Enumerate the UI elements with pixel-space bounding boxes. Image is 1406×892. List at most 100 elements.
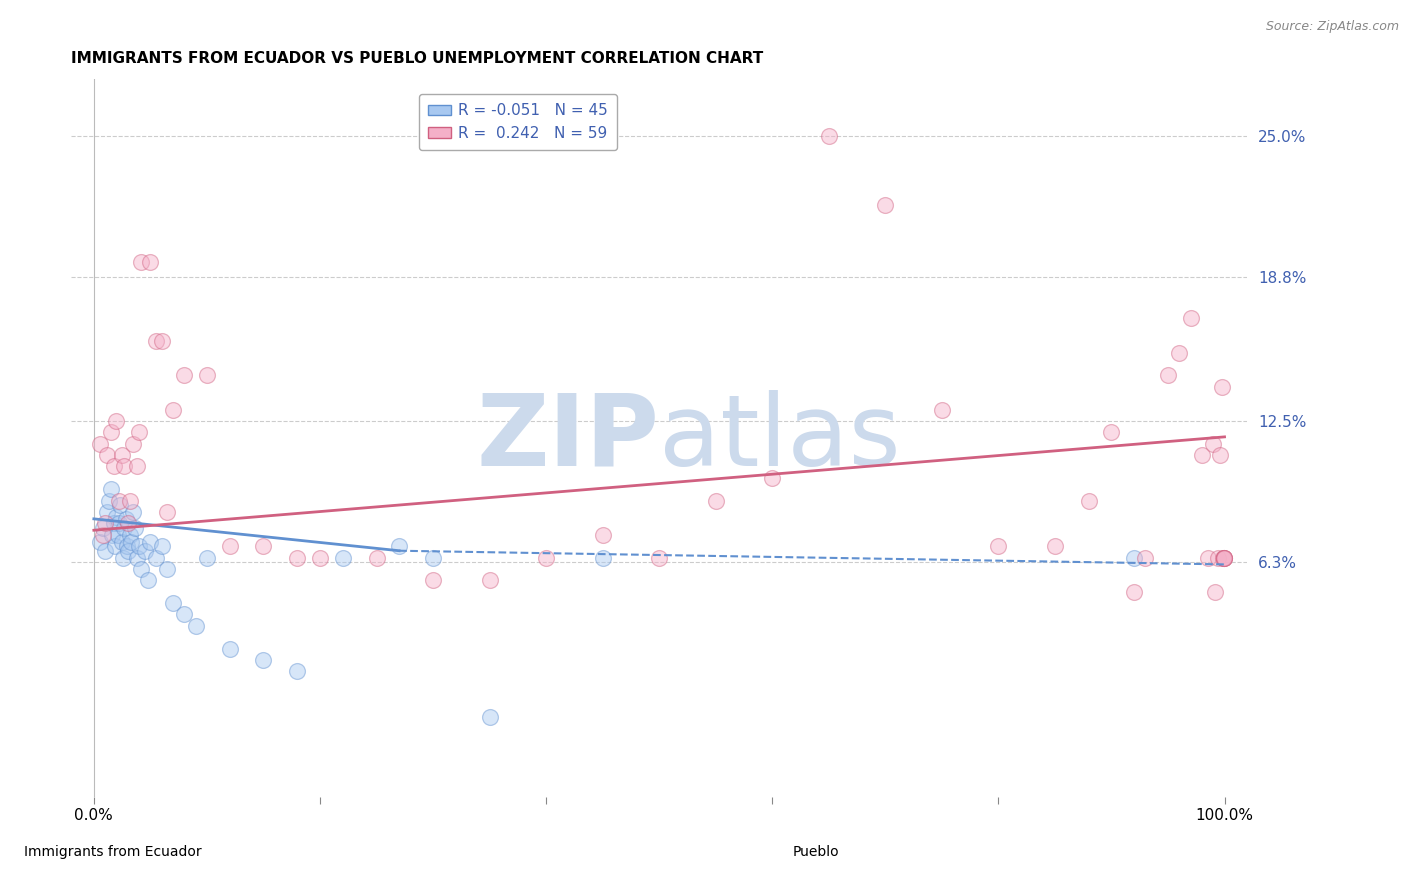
Point: [1211, 380, 1233, 394]
Point: [112, 459, 135, 474]
Point: [173, 607, 195, 622]
Point: [111, 534, 134, 549]
Point: [478, 574, 501, 588]
Point: [96, 448, 118, 462]
Point: [94, 543, 117, 558]
Point: [120, 534, 142, 549]
Point: [388, 539, 411, 553]
Point: [1197, 550, 1219, 565]
Point: [91, 528, 114, 542]
Point: [332, 550, 354, 565]
Point: [704, 493, 727, 508]
Text: ZIP: ZIP: [477, 390, 659, 486]
Point: [1123, 550, 1146, 565]
Point: [156, 505, 179, 519]
Text: Pueblo: Pueblo: [792, 845, 839, 859]
Point: [117, 543, 139, 558]
Point: [592, 528, 614, 542]
Point: [761, 471, 783, 485]
Point: [117, 516, 139, 531]
Point: [195, 368, 218, 383]
Point: [173, 368, 195, 383]
Point: [218, 641, 240, 656]
Point: [139, 254, 162, 268]
Point: [107, 528, 129, 542]
Point: [125, 550, 148, 565]
Point: [1180, 311, 1202, 326]
Point: [1191, 448, 1213, 462]
Point: [150, 334, 173, 349]
Point: [97, 493, 120, 508]
Point: [139, 534, 162, 549]
Point: [1202, 436, 1225, 450]
Point: [89, 436, 111, 450]
Point: [134, 543, 156, 558]
Point: [128, 425, 150, 440]
Point: [145, 550, 167, 565]
Point: [252, 653, 274, 667]
Point: [131, 254, 153, 268]
Point: [156, 562, 179, 576]
Point: [131, 562, 153, 576]
Point: [1168, 345, 1191, 359]
Text: atlas: atlas: [659, 390, 901, 486]
Point: [1205, 584, 1227, 599]
Point: [150, 539, 173, 553]
Point: [112, 550, 135, 565]
Point: [122, 436, 145, 450]
Point: [252, 539, 274, 553]
Point: [162, 402, 184, 417]
Point: [91, 521, 114, 535]
Point: [1212, 550, 1234, 565]
Point: [875, 197, 897, 211]
Point: [89, 534, 111, 549]
Point: [1213, 550, 1236, 565]
Point: [287, 550, 309, 565]
Point: [114, 512, 136, 526]
Point: [1157, 368, 1180, 383]
Point: [184, 619, 207, 633]
Point: [136, 574, 159, 588]
Point: [287, 665, 309, 679]
Point: [96, 505, 118, 519]
Text: IMMIGRANTS FROM ECUADOR VS PUEBLO UNEMPLOYMENT CORRELATION CHART: IMMIGRANTS FROM ECUADOR VS PUEBLO UNEMPL…: [72, 51, 763, 66]
Point: [1206, 550, 1229, 565]
Point: [218, 539, 240, 553]
Point: [108, 498, 131, 512]
Legend: R = -0.051   N = 45, R =  0.242   N = 59: R = -0.051 N = 45, R = 0.242 N = 59: [419, 95, 617, 150]
Point: [1209, 448, 1232, 462]
Point: [195, 550, 218, 565]
Point: [104, 539, 127, 553]
Point: [145, 334, 167, 349]
Point: [118, 528, 141, 542]
Point: [111, 448, 134, 462]
Point: [478, 710, 501, 724]
Text: Immigrants from Ecuador: Immigrants from Ecuador: [24, 845, 201, 859]
Point: [1213, 550, 1236, 565]
Point: [592, 550, 614, 565]
Point: [309, 550, 332, 565]
Point: [115, 539, 138, 553]
Point: [1077, 493, 1099, 508]
Point: [125, 459, 148, 474]
Point: [107, 516, 129, 531]
Point: [105, 509, 128, 524]
Point: [118, 493, 141, 508]
Point: [366, 550, 388, 565]
Point: [103, 516, 125, 531]
Point: [648, 550, 671, 565]
Point: [534, 550, 557, 565]
Point: [100, 425, 122, 440]
Point: [124, 521, 146, 535]
Point: [1043, 539, 1066, 553]
Point: [1101, 425, 1123, 440]
Point: [100, 482, 122, 496]
Point: [103, 459, 125, 474]
Point: [1212, 550, 1234, 565]
Point: [107, 493, 129, 508]
Point: [1123, 584, 1146, 599]
Point: [1212, 550, 1234, 565]
Text: Source: ZipAtlas.com: Source: ZipAtlas.com: [1265, 20, 1399, 33]
Point: [987, 539, 1010, 553]
Point: [101, 528, 124, 542]
